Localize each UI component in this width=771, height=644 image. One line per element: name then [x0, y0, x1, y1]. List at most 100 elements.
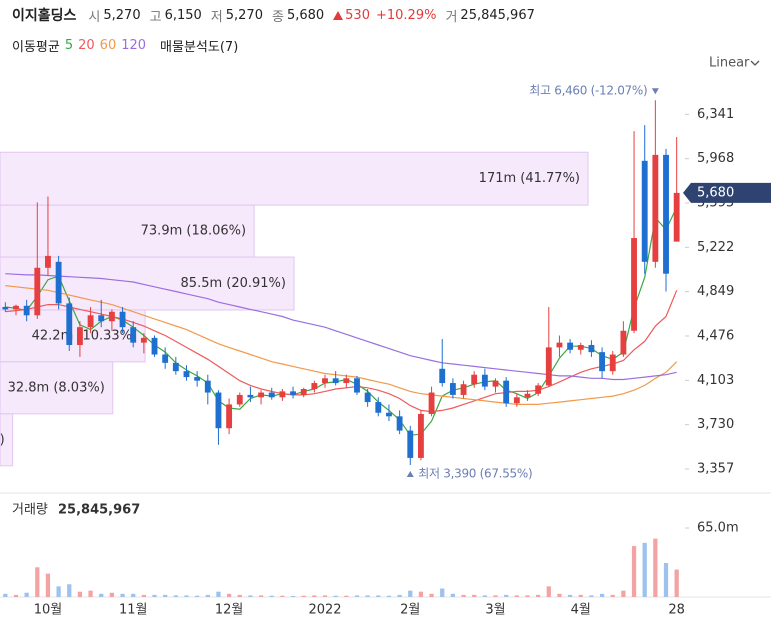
- candle-body: [417, 413, 424, 458]
- y-tick-label: 4,849: [697, 284, 734, 299]
- candle-body: [34, 267, 41, 316]
- x-tick-label: 2월: [400, 603, 420, 618]
- candle-body: [151, 337, 158, 355]
- candle-body: [172, 362, 179, 372]
- volume-bar: [365, 595, 370, 597]
- x-tick-label: 10월: [34, 603, 63, 618]
- volume-bar: [216, 591, 221, 597]
- volume-bar: [141, 594, 146, 597]
- volume-tick-label: 65.0m: [697, 521, 739, 536]
- y-tick-label: 3,357: [697, 461, 734, 476]
- volume-bar: [24, 592, 29, 597]
- volume-bar: [109, 592, 115, 597]
- profile-label: 73.9m (18.06%): [141, 224, 246, 239]
- candle-body: [545, 347, 552, 386]
- candle-body: [599, 352, 606, 372]
- volume-bar: [354, 595, 360, 597]
- candle-body: [652, 154, 659, 262]
- volume-bar: [77, 591, 83, 597]
- profile-bar: [0, 151, 589, 206]
- volume-bar: [546, 586, 551, 597]
- volume-bar: [386, 595, 392, 597]
- volume-value: 25,845,967: [460, 7, 535, 23]
- candle-body: [364, 392, 371, 403]
- volume-bar: [3, 593, 8, 597]
- ma-legend: 5 20 60 120: [60, 38, 146, 53]
- y-tick-label: 4,103: [697, 373, 734, 388]
- candle-body: [87, 315, 94, 328]
- candle-body: [673, 192, 680, 242]
- candle-body: [354, 378, 360, 393]
- up-arrow-icon: [333, 10, 344, 20]
- volume-bar: [290, 595, 296, 597]
- volume-bar: [280, 595, 285, 597]
- candle-body: [503, 380, 510, 404]
- legend-entry[interactable]: 5: [64, 38, 74, 53]
- candle-body: [66, 303, 73, 346]
- profile-bar: [0, 361, 114, 415]
- ma-label[interactable]: 이동평균: [12, 40, 60, 55]
- candle-body: [535, 385, 542, 394]
- scale-chevron[interactable]: [750, 60, 760, 66]
- field-value: 6,150: [164, 7, 202, 23]
- volume-bar: [376, 595, 381, 597]
- candle-body: [322, 378, 328, 384]
- volume-bar: [397, 594, 402, 597]
- legend-entry[interactable]: 60: [99, 38, 117, 53]
- legend-entry[interactable]: 120: [121, 38, 147, 53]
- candle-body: [108, 311, 115, 322]
- candle-body: [236, 394, 243, 405]
- volume-total: 25,845,967: [58, 503, 140, 518]
- low-annotation: 최저 3,390 (67.55%): [418, 467, 532, 481]
- y-tick-label: 3,730: [697, 417, 734, 432]
- profile-label: 32.8m (8.03%): [8, 380, 105, 395]
- candle-body: [375, 402, 382, 413]
- volume-bar: [599, 593, 605, 597]
- volume-bar: [514, 595, 519, 597]
- candle-body: [300, 388, 307, 395]
- volume-bar: [13, 594, 19, 597]
- field-key: 고: [149, 9, 162, 25]
- volume-bar: [88, 590, 93, 597]
- volume-bar: [408, 590, 413, 597]
- candle-body: [268, 392, 275, 398]
- candle-body: [2, 306, 9, 310]
- volume-bar: [56, 586, 61, 597]
- candle-body: [449, 383, 456, 395]
- volume-bar: [205, 594, 210, 597]
- y-tick-label: 6,341: [697, 107, 734, 122]
- scale-mode[interactable]: Linear: [709, 56, 750, 71]
- volume-bar: [461, 594, 466, 597]
- candle-body: [567, 342, 574, 350]
- volume-bar: [248, 595, 253, 597]
- candle-body: [332, 378, 339, 384]
- x-tick-label: 4월: [571, 603, 591, 618]
- volume-bar: [312, 595, 317, 597]
- candle-body: [55, 261, 62, 304]
- candle-body: [98, 315, 105, 322]
- volume-bar: [450, 593, 456, 597]
- legend-entry[interactable]: 20: [78, 38, 95, 53]
- volume-bar: [120, 593, 125, 597]
- volume-bar: [663, 563, 669, 597]
- candle-body: [45, 255, 51, 268]
- field-value: 5,680: [286, 7, 325, 23]
- volume-bar: [226, 593, 232, 597]
- profile-bar: [0, 204, 255, 258]
- candle-body: [386, 412, 392, 417]
- candle-body: [13, 305, 19, 310]
- candle-body: [396, 416, 403, 431]
- volume-title: 거래량: [12, 503, 48, 518]
- candle-body: [407, 430, 414, 458]
- volume-bar: [674, 569, 679, 597]
- volume-bar: [557, 593, 562, 597]
- profile-label: 3.68m (0.90%): [0, 432, 5, 447]
- volume-bar: [184, 595, 189, 597]
- x-tick-label: 11월: [119, 603, 148, 618]
- volume-bar: [269, 595, 274, 597]
- quote-header: 이지홀딩스 시 5,270 고 6,150 저 5,270 종 5,680 530 +1…: [12, 5, 544, 25]
- candle-body: [247, 394, 254, 398]
- profile-label[interactable]: 매물분석도(7): [160, 40, 239, 55]
- volume-bar: [631, 546, 637, 597]
